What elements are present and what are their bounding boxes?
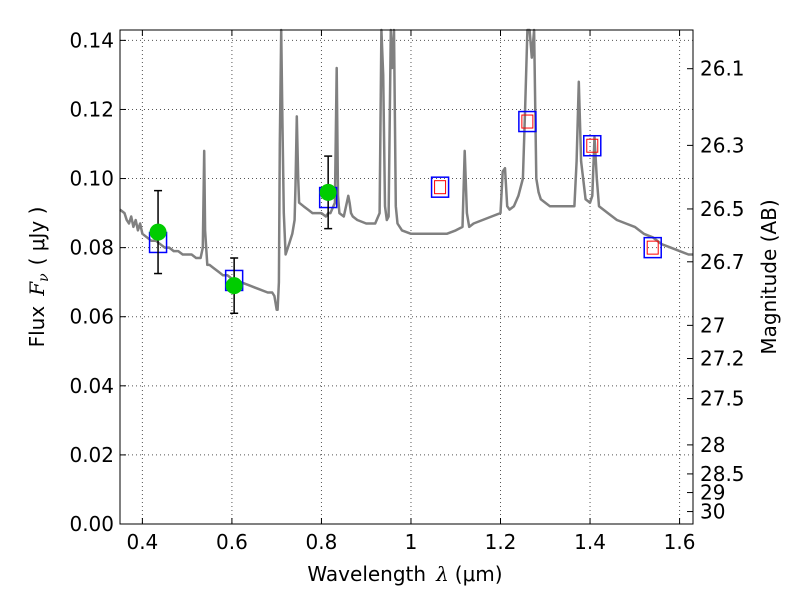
- y2-tick-label: 26.3: [700, 133, 745, 157]
- spectrum-line: [119, 28, 693, 312]
- observed-point: [319, 183, 337, 201]
- y2-tick-label: 26.7: [700, 250, 745, 274]
- y2-tick-label: 29: [700, 481, 725, 505]
- y-tick-label: 0.10: [69, 167, 114, 191]
- y2-tick-label: 27.5: [700, 387, 745, 411]
- model-point-inner-box: [521, 114, 534, 129]
- axis-ticks: 0.4 0.6 0.8 1 1.2 1.4 1.6 0.00 0.02 0.04 0.06 0.08 0…: [69, 28, 744, 554]
- model-point-inner-box: [586, 138, 599, 153]
- y-tick-label: 0.12: [69, 97, 114, 121]
- y-tick-label: 0.14: [69, 28, 114, 52]
- photometry-points: [148, 110, 662, 315]
- y2-tick-label: 28: [700, 433, 725, 457]
- observed-point: [149, 223, 167, 241]
- y2-tick-label: 26.5: [700, 197, 745, 221]
- model-point-box: [518, 110, 537, 133]
- y-tick-label: 0.06: [69, 305, 114, 329]
- y-axis-title: FluxFν( μJy ): [25, 207, 52, 348]
- y-tick-label: 0.02: [69, 443, 114, 467]
- x-tick-label: 0.6: [216, 530, 248, 554]
- model-point-box: [643, 236, 662, 259]
- y-tick-label: 0.04: [69, 374, 114, 398]
- model-point-inner-box: [434, 180, 447, 195]
- x-tick-label: 1: [405, 530, 418, 554]
- model-point-box: [583, 134, 602, 157]
- x-tick-label: 0.8: [306, 530, 338, 554]
- y-tick-label: 0.00: [69, 512, 114, 536]
- y2-tick-label: 28.5: [700, 462, 745, 486]
- y-tick-label: 0.08: [69, 236, 114, 260]
- plot-frame: [119, 29, 694, 525]
- spectrum-series: [119, 28, 693, 312]
- x-axis-title: Wavelength λ (μm): [307, 562, 502, 586]
- x-tick-label: 1.2: [485, 530, 517, 554]
- model-point-inner-box: [646, 240, 659, 255]
- x-tick-label: 1.6: [664, 530, 696, 554]
- model-point-box: [430, 176, 450, 198]
- x-tick-label: 0.4: [126, 530, 158, 554]
- y2-tick-label: 27.2: [700, 347, 745, 371]
- observed-point: [225, 277, 243, 295]
- x-tick-label: 1.4: [574, 530, 606, 554]
- y2-axis-title: Magnitude (AB): [757, 199, 781, 354]
- y2-tick-label: 30: [700, 500, 725, 524]
- y2-tick-label: 27: [700, 313, 725, 337]
- y2-tick-label: 26.1: [700, 57, 745, 81]
